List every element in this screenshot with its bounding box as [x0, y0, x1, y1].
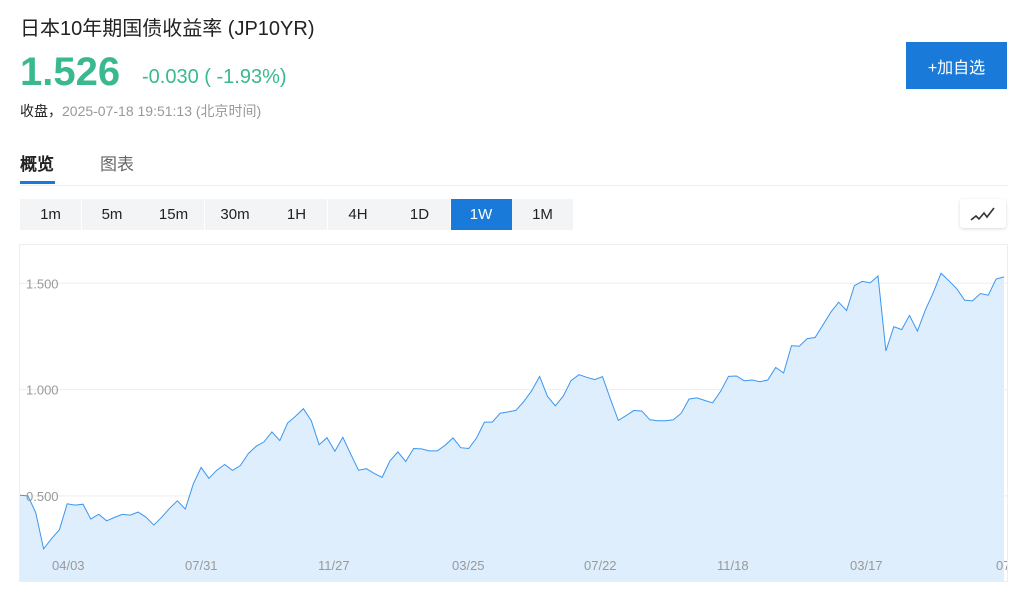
divider [20, 185, 1008, 186]
y-tick-label: 0.500 [26, 489, 59, 504]
range-1mo[interactable]: 1M [512, 199, 573, 230]
chart-type-button[interactable] [960, 199, 1006, 228]
x-tick-label: 11/27 [318, 558, 350, 573]
range-15m[interactable]: 15m [143, 199, 204, 230]
range-5m[interactable]: 5m [81, 199, 143, 230]
x-tick-label: 07/1 [996, 558, 1007, 573]
tab-chart[interactable]: 图表 [100, 155, 134, 174]
line-chart-icon [970, 207, 995, 221]
price-chart[interactable]: 0.500 1.000 1.500 04/03 07/31 11/27 03/25 07/22… [19, 244, 1021, 582]
close-time: 2025-07-18 19:51:13 [62, 103, 192, 119]
add-watchlist-button[interactable]: +加自选 [906, 42, 1007, 89]
x-tick-label: 11/18 [717, 558, 749, 573]
x-tick-label: 07/31 [185, 558, 218, 573]
range-4h[interactable]: 4H [327, 199, 389, 230]
y-tick-label: 1.500 [26, 276, 59, 291]
close-status: 收盘，2025-07-18 19:51:13 (北京时间) [20, 101, 261, 121]
range-1d[interactable]: 1D [389, 199, 450, 230]
active-tab-indicator [20, 181, 55, 184]
page-title: 日本10年期国债收益率 (JP10YR) [20, 18, 315, 40]
price-change: -0.030 ( -1.93%) [142, 66, 287, 88]
range-1w[interactable]: 1W [450, 199, 512, 230]
x-tick-label: 04/03 [52, 558, 85, 573]
chart-svg[interactable]: 0.500 1.000 1.500 04/03 07/31 11/27 03/25 07/22… [19, 245, 1021, 581]
range-1h[interactable]: 1H [266, 199, 327, 230]
x-tick-label: 07/22 [584, 558, 617, 573]
range-1m[interactable]: 1m [20, 199, 81, 230]
tab-overview[interactable]: 概览 [20, 155, 54, 174]
x-tick-label: 03/17 [850, 558, 883, 573]
current-price: 1.526 [20, 50, 121, 94]
y-tick-label: 1.000 [26, 383, 59, 398]
close-label: 收盘， [20, 103, 62, 119]
range-30m[interactable]: 30m [204, 199, 266, 230]
x-tick-label: 03/25 [452, 558, 485, 573]
series-line [19, 272, 1005, 551]
area-fill [20, 273, 1004, 581]
timezone: (北京时间) [195, 103, 262, 119]
time-range-selector: 1m 5m 15m 30m 1H 4H 1D 1W 1M [20, 199, 574, 230]
